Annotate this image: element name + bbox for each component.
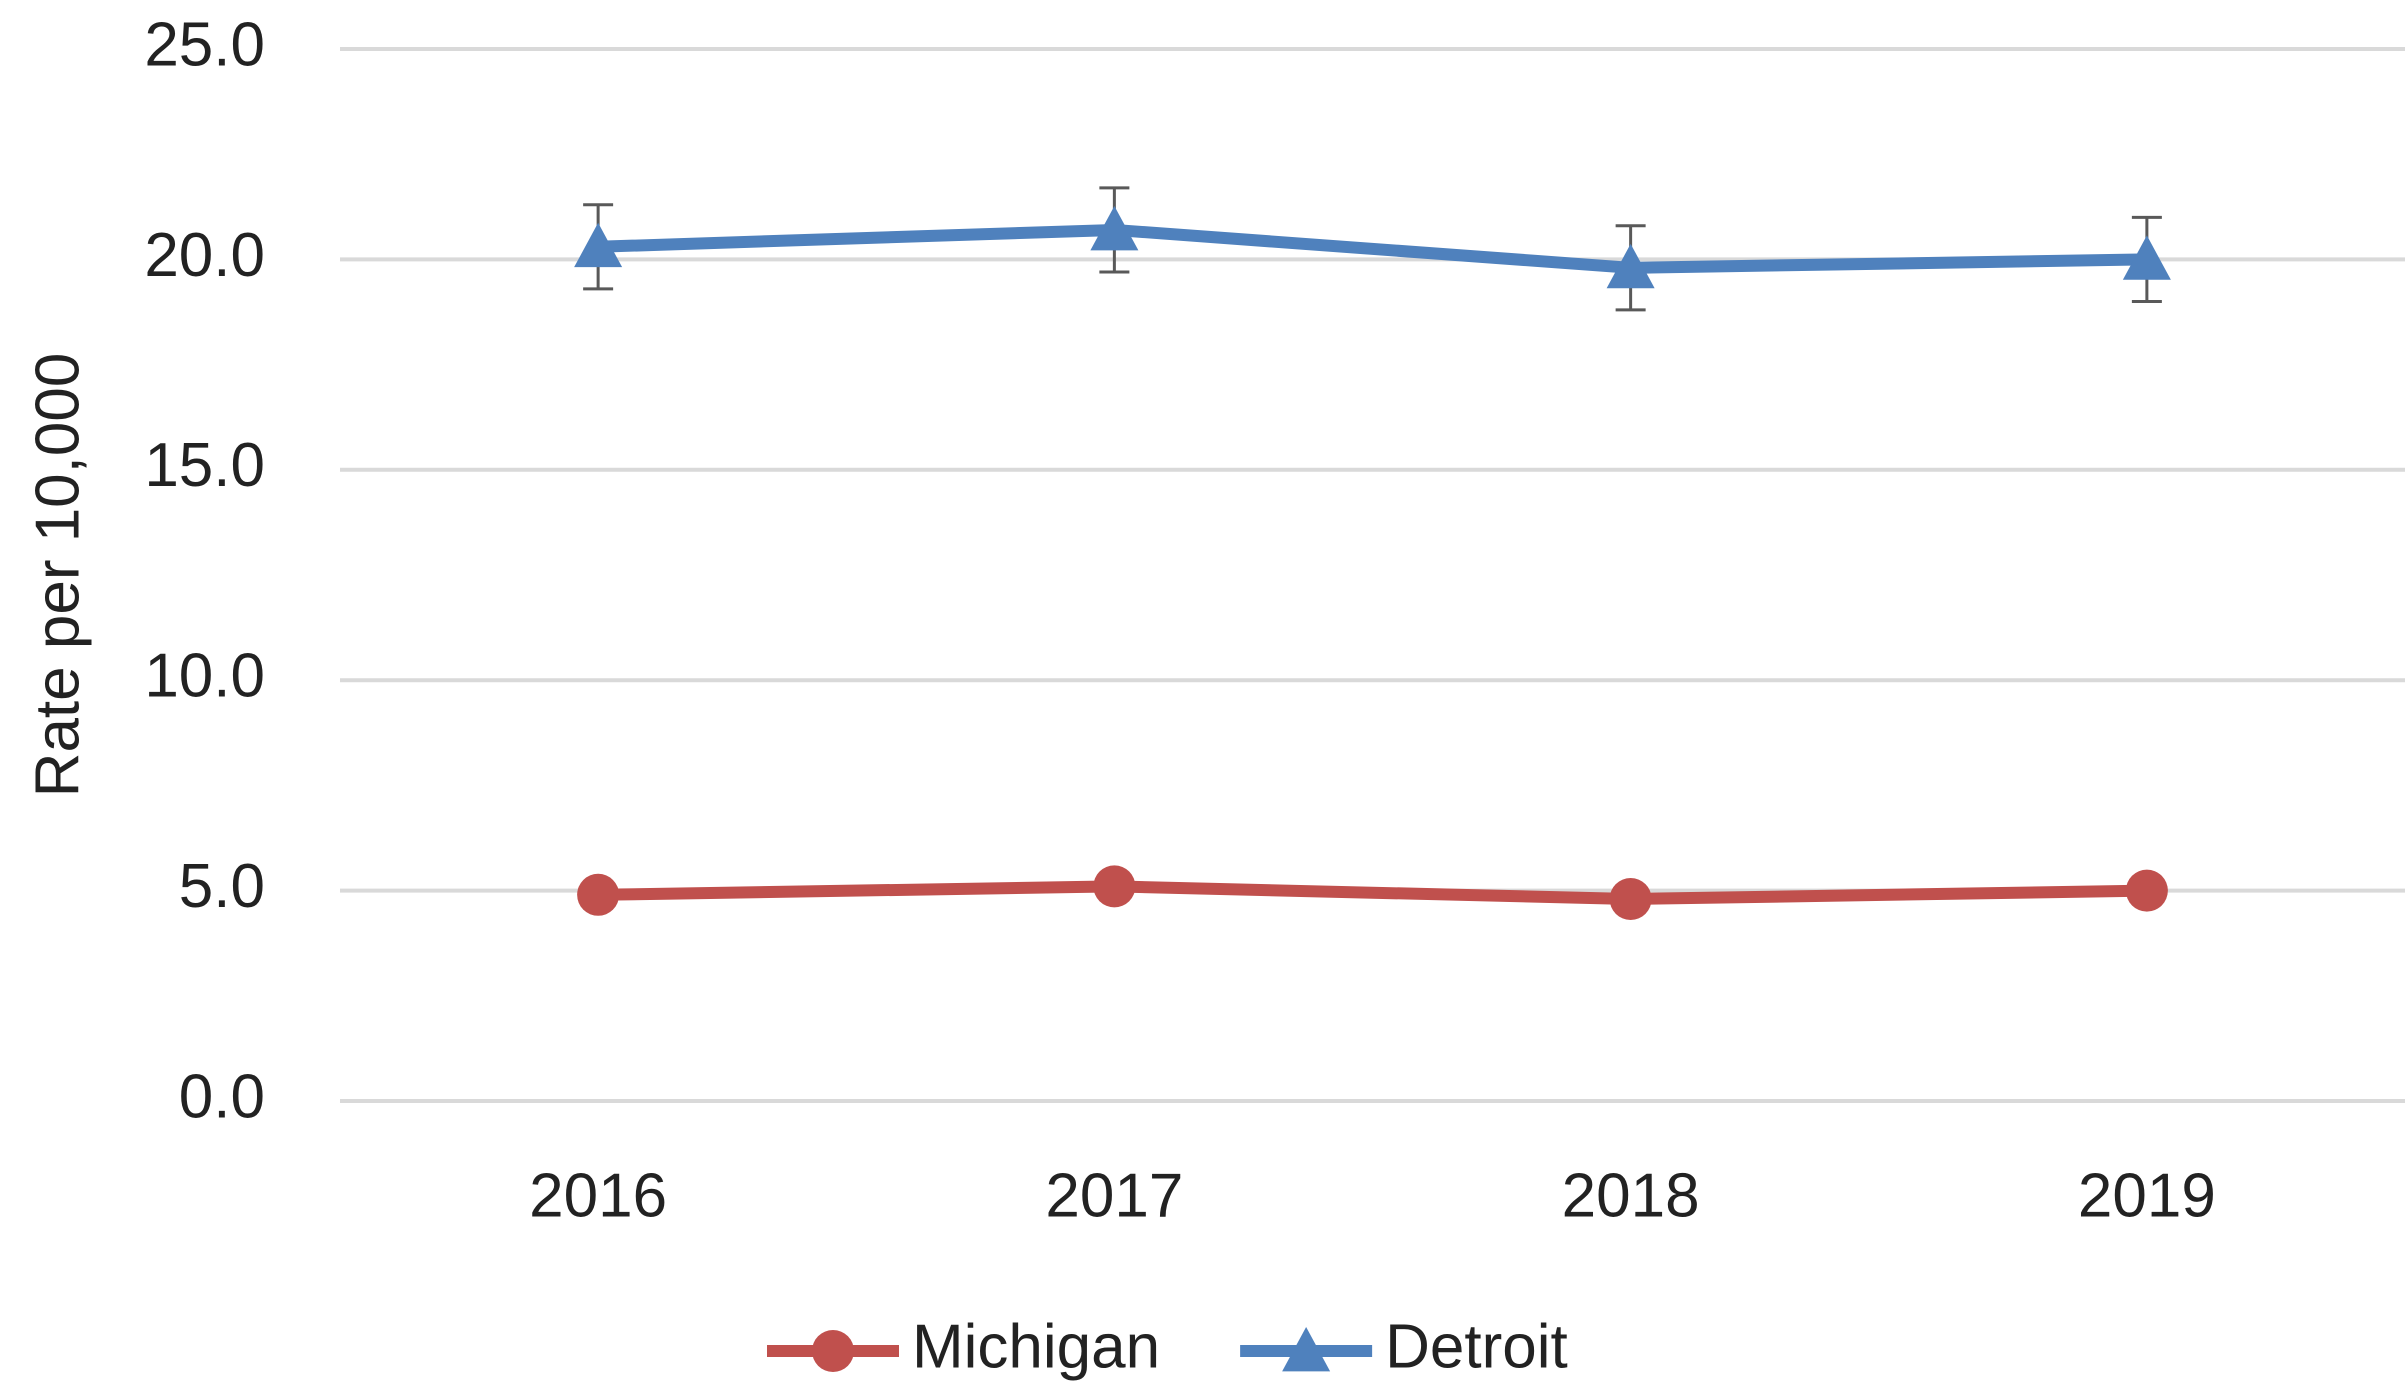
legend-marker <box>812 1330 854 1372</box>
data-point <box>1090 205 1139 251</box>
series-line <box>598 880 2147 906</box>
y-tick-label: 10.0 <box>144 642 265 711</box>
legend-label: Detroit <box>1385 1312 1568 1381</box>
y-tick-label: 15.0 <box>144 431 265 500</box>
x-tick-label: 2017 <box>1045 1161 1183 1230</box>
data-point <box>2122 235 2171 280</box>
data-point <box>1093 865 1136 908</box>
y-tick-label: 0.0 <box>179 1062 265 1131</box>
data-point <box>1609 878 1652 921</box>
legend-label: Michigan <box>912 1312 1160 1381</box>
x-tick-label: 2016 <box>529 1161 667 1230</box>
data-point <box>577 873 620 916</box>
y-axis-label: Rate per 10,000 <box>23 353 92 798</box>
y-tick-label: 20.0 <box>144 221 265 290</box>
data-point <box>574 222 623 268</box>
data-point <box>2125 869 2168 912</box>
x-tick-label: 2019 <box>2078 1161 2216 1230</box>
data-point <box>1606 243 1655 289</box>
legend-marker <box>1282 1327 1331 1372</box>
x-tick-label: 2018 <box>1562 1161 1700 1230</box>
y-tick-label: 5.0 <box>179 852 265 921</box>
y-tick-label: 25.0 <box>144 10 265 79</box>
series-line <box>597 223 2147 274</box>
